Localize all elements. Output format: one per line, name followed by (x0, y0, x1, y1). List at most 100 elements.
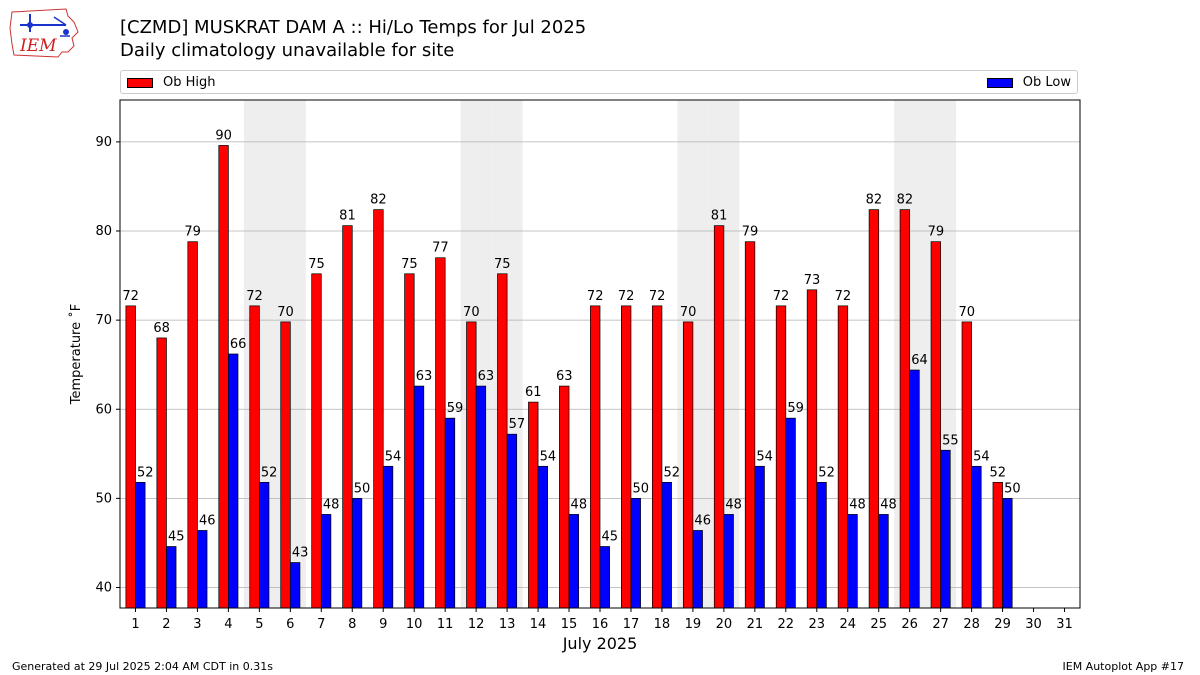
bar-high (404, 273, 415, 609)
bar-high (744, 241, 756, 609)
bar-high (713, 225, 725, 609)
data-label-low: 54 (540, 449, 557, 464)
data-label-high: 75 (494, 257, 511, 272)
data-label-low: 66 (230, 337, 247, 352)
data-label-high: 75 (401, 257, 418, 272)
bar-low (723, 514, 734, 609)
bar-high (466, 321, 477, 609)
bar-low (444, 417, 456, 609)
bar-low (816, 481, 827, 609)
data-label-low: 46 (694, 513, 711, 528)
x-tick-label: 20 (716, 617, 733, 632)
logo-text: IEM (19, 36, 57, 56)
x-tick-label: 6 (286, 617, 294, 632)
x-tick-label: 30 (1025, 617, 1042, 632)
y-tick-label: 80 (95, 224, 112, 239)
data-label-high: 72 (587, 289, 604, 304)
bar-low (228, 353, 239, 609)
data-label-low: 52 (261, 465, 278, 480)
data-label-high: 77 (432, 241, 449, 256)
bar-high (961, 321, 972, 609)
bar-high (156, 337, 167, 609)
x-tick-label: 9 (379, 617, 387, 632)
data-label-high: 81 (711, 209, 728, 224)
bar-low (785, 417, 796, 609)
y-tick-label: 60 (95, 402, 112, 417)
data-label-low: 54 (756, 449, 773, 464)
data-label-high: 52 (990, 465, 1007, 480)
iowa-outline (9, 8, 79, 58)
x-tick-label: 16 (592, 617, 609, 632)
iem-logo: IEM (9, 8, 79, 58)
data-label-low: 54 (385, 449, 402, 464)
x-tick-label: 29 (994, 617, 1011, 632)
data-label-high: 82 (866, 193, 883, 208)
data-label-low: 52 (137, 465, 154, 480)
x-tick-label: 8 (348, 617, 356, 632)
x-tick-label: 24 (839, 617, 856, 632)
bar-high (899, 209, 911, 609)
bar-low (878, 514, 889, 609)
x-tick-label: 5 (255, 617, 263, 632)
data-label-high: 72 (649, 289, 666, 304)
data-label-low: 59 (447, 401, 464, 416)
x-tick-label: 28 (963, 617, 980, 632)
bar-low (413, 385, 425, 609)
data-label-high: 72 (773, 289, 790, 304)
data-label-high: 82 (370, 193, 387, 208)
plot-frame (119, 99, 1081, 609)
x-tick-label: 10 (406, 617, 423, 632)
data-label-high: 81 (339, 209, 356, 224)
x-tick-label: 27 (932, 617, 949, 632)
bar-low (289, 562, 301, 609)
bar-high (528, 401, 539, 609)
bar-high (311, 273, 322, 609)
legend-label-high: Ob High (163, 75, 216, 90)
bar-high (590, 305, 601, 609)
data-label-low: 46 (199, 513, 216, 528)
x-tick-label: 4 (224, 617, 232, 632)
data-label-low: 57 (509, 417, 526, 432)
legend-label-low: Ob Low (1022, 75, 1071, 90)
generated-note: Generated at 29 Jul 2025 2:04 AM CDT in … (12, 660, 273, 673)
data-label-low: 48 (323, 497, 340, 512)
data-label-high: 79 (928, 225, 945, 240)
data-label-high: 70 (680, 305, 697, 320)
x-tick-label: 31 (1056, 617, 1073, 632)
data-label-low: 43 (292, 546, 309, 561)
data-label-low: 50 (354, 481, 371, 496)
bar-high (280, 321, 291, 609)
bar-low (320, 514, 332, 609)
y-tick-label: 40 (95, 581, 112, 596)
x-tick-label: 14 (530, 617, 547, 632)
x-tick-label: 19 (685, 617, 702, 632)
bar-low (692, 530, 703, 609)
x-tick-label: 21 (747, 617, 764, 632)
bar-low (351, 498, 363, 609)
bar-high (992, 481, 1003, 609)
x-tick-label: 12 (468, 617, 485, 632)
data-label-low: 50 (1004, 481, 1021, 496)
data-label-high: 68 (153, 321, 170, 336)
bar-low (599, 546, 610, 609)
bar-high (218, 145, 229, 609)
bar-high (187, 241, 198, 609)
bar-high (775, 305, 787, 609)
app-label: IEM Autoplot App #17 (1062, 660, 1185, 673)
legend-swatch-high (127, 77, 153, 88)
x-tick-label: 23 (809, 617, 826, 632)
bar-low (1002, 498, 1013, 609)
bar-low (847, 514, 858, 609)
data-label-low: 52 (663, 465, 680, 480)
bar-low (568, 514, 579, 609)
data-label-high: 72 (618, 289, 635, 304)
x-tick-label: 17 (623, 617, 640, 632)
data-label-high: 61 (525, 385, 542, 400)
bar-low (940, 449, 951, 609)
y-tick-label: 50 (95, 491, 112, 506)
data-label-low: 45 (602, 530, 619, 545)
data-label-high: 72 (246, 289, 263, 304)
data-label-high: 72 (122, 289, 139, 304)
x-tick-label: 11 (437, 617, 454, 632)
bar-low (971, 465, 982, 609)
